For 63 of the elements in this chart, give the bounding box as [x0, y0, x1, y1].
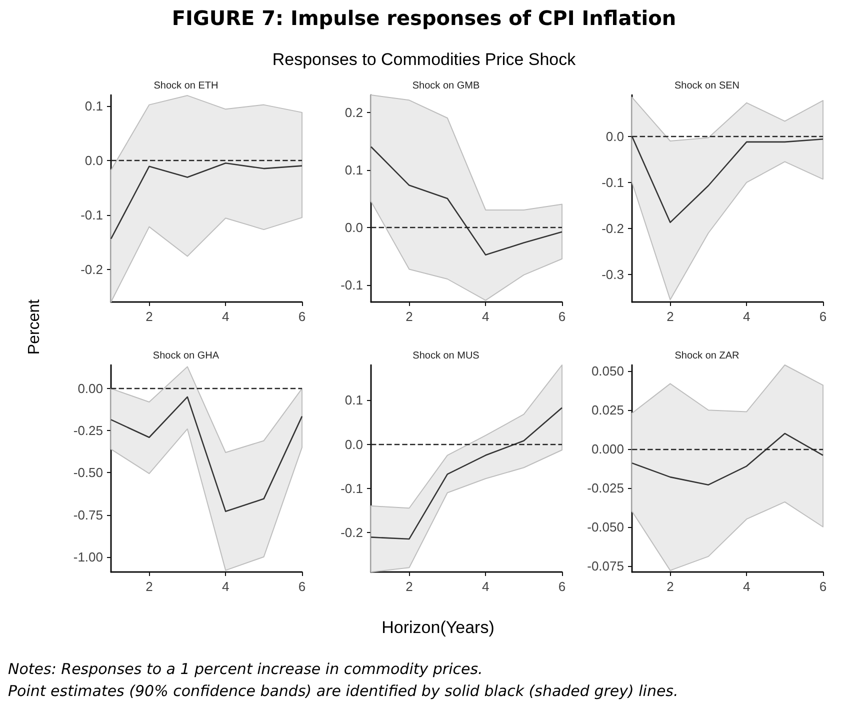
text: Horizon(Years) — [380, 618, 496, 638]
chart-title: Shock on ZAR — [674, 350, 740, 362]
chart-title: Shock on GMB — [412, 80, 480, 92]
text: Percent — [26, 298, 44, 357]
line-series — [370, 146, 563, 256]
x-tick-label: 6 — [298, 309, 306, 324]
y-tick-label: -0.2 — [602, 220, 624, 236]
y-tick-label: -0.1 — [340, 277, 363, 292]
chart-title: Shock on GHA — [152, 350, 220, 362]
x-tick-label: 6 — [298, 579, 306, 594]
y-tick-label: -0.50 — [73, 465, 103, 480]
x-tick-label: 2 — [406, 579, 413, 594]
x-tick-label: 6 — [819, 309, 827, 324]
y-tick-label: -0.025 — [587, 480, 624, 496]
text: Responses to Commodities Price Shock — [271, 50, 577, 70]
y-tick-label: -1.00 — [73, 549, 103, 564]
line-series — [631, 136, 824, 224]
x-tick-label: 4 — [742, 309, 750, 324]
x-tick-label: 2 — [146, 579, 153, 594]
y-tick-label: 0.050 — [591, 364, 624, 379]
y-tick-label: -0.3 — [602, 266, 624, 282]
x-tick-label: 6 — [819, 579, 827, 594]
y-tick-label: 0.0 — [344, 220, 363, 235]
y-tick-label: -0.75 — [73, 507, 103, 522]
line-series — [110, 396, 303, 512]
y-tick-label: 0.0 — [344, 436, 363, 452]
text: FIGURE 7: Impulse responses of CPI Inflation — [170, 6, 678, 30]
y-tick-label: 0.0 — [606, 128, 624, 144]
x-tick-label: 4 — [482, 309, 490, 324]
y-tick-label: -0.075 — [587, 558, 624, 574]
x-tick-label: 2 — [406, 309, 413, 324]
x-tick-label: 2 — [146, 309, 153, 324]
chart-title: Shock on MUS — [412, 350, 480, 362]
chart-title: Shock on ETH — [154, 80, 218, 92]
y-tick-label: 0.1 — [84, 98, 103, 114]
y-tick-label: -0.2 — [80, 262, 103, 277]
y-tick-label: -0.25 — [73, 423, 103, 438]
y-tick-label: -0.2 — [340, 524, 363, 540]
y-tick-label: 0.025 — [591, 402, 624, 418]
text: Notes: Responses to a 1 percent increase in commodity prices. — [8, 660, 483, 678]
x-tick-label: 2 — [666, 309, 674, 324]
y-tick-label: -0.1 — [602, 174, 624, 190]
line-series — [370, 407, 563, 540]
x-tick-label: 6 — [558, 579, 566, 594]
x-tick-label: 4 — [222, 309, 230, 324]
x-tick-label: 6 — [558, 309, 566, 324]
x-tick-label: 2 — [666, 579, 674, 594]
x-tick-label: 4 — [482, 579, 490, 594]
y-tick-label: 0.00 — [78, 381, 103, 396]
x-tick-label: 4 — [742, 579, 750, 594]
y-tick-label: -0.1 — [80, 207, 103, 222]
line-series — [110, 162, 303, 240]
line-series — [631, 432, 824, 486]
y-tick-label: 0.0 — [84, 152, 103, 168]
y-tick-label: 0.000 — [591, 442, 624, 457]
text: Point estimates (90% confidence bands) are identified by solid black (shaded grey) lines. — [8, 682, 678, 700]
y-tick-label: -0.050 — [587, 519, 624, 534]
x-tick-label: 4 — [222, 579, 230, 594]
y-tick-label: -0.1 — [340, 480, 363, 496]
y-tick-label: 0.1 — [344, 392, 363, 408]
y-tick-label: 0.2 — [344, 104, 363, 120]
y-tick-label: 0.1 — [344, 162, 363, 178]
chart-title: Shock on SEN — [674, 80, 740, 92]
